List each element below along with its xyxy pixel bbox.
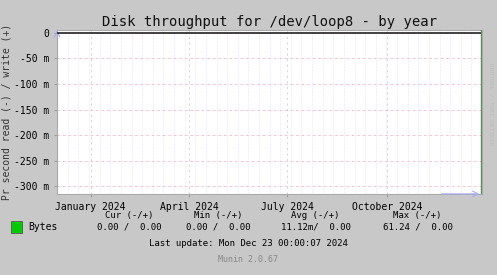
Text: Bytes: Bytes: [28, 222, 57, 232]
Text: Max (-/+): Max (-/+): [393, 211, 442, 220]
Text: 0.00 /  0.00: 0.00 / 0.00: [186, 222, 251, 231]
Text: Munin 2.0.67: Munin 2.0.67: [219, 255, 278, 264]
Text: Last update: Mon Dec 23 00:00:07 2024: Last update: Mon Dec 23 00:00:07 2024: [149, 239, 348, 248]
Text: Cur (-/+): Cur (-/+): [105, 211, 154, 220]
Text: RRDTOOL / TOBI OETIKER: RRDTOOL / TOBI OETIKER: [488, 63, 493, 146]
Y-axis label: Pr second read (-) / write (+): Pr second read (-) / write (+): [1, 24, 11, 200]
Text: Avg (-/+): Avg (-/+): [291, 211, 340, 220]
Text: 11.12m/  0.00: 11.12m/ 0.00: [281, 222, 350, 231]
Text: 0.00 /  0.00: 0.00 / 0.00: [97, 222, 162, 231]
Text: Min (-/+): Min (-/+): [194, 211, 243, 220]
Title: Disk throughput for /dev/loop8 - by year: Disk throughput for /dev/loop8 - by year: [102, 15, 437, 29]
Text: 61.24 /  0.00: 61.24 / 0.00: [383, 222, 452, 231]
